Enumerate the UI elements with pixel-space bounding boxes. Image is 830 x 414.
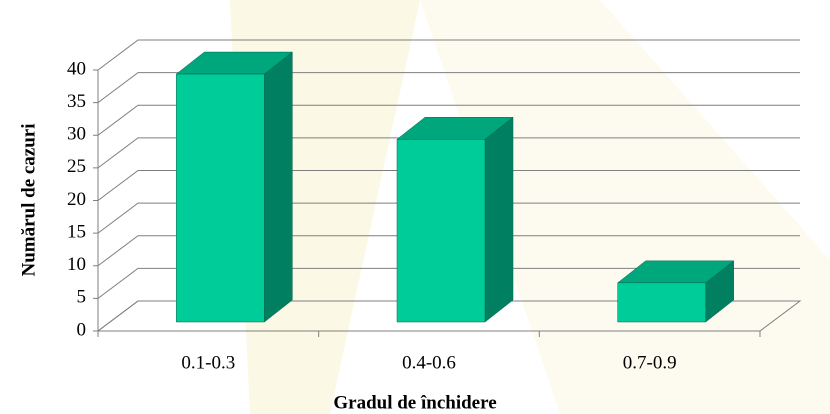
y-tick-label: 10 — [67, 254, 86, 275]
x-tick-label: 0.4-0.6 — [402, 352, 456, 373]
x-tick-label: 0.7-0.9 — [623, 352, 677, 373]
y-tick-label: 35 — [67, 91, 86, 112]
grid-line — [97, 300, 800, 332]
background — [230, 0, 830, 414]
bar-front — [617, 282, 706, 323]
y-tick-label: 40 — [67, 58, 86, 79]
x-axis-title: Gradul de închidere — [333, 392, 496, 413]
grid-line — [97, 202, 800, 234]
grid-line — [97, 72, 800, 104]
y-tick-label: 30 — [67, 124, 86, 145]
grid-line — [97, 39, 800, 71]
y-tick-label: 15 — [67, 221, 86, 242]
bar-side — [264, 51, 293, 323]
background-shape — [420, 0, 830, 414]
bar — [396, 116, 514, 323]
y-axis-title: Numărul de cazuri — [18, 123, 39, 276]
grid-line — [97, 267, 800, 299]
bar-front — [176, 73, 265, 323]
bar-side — [484, 116, 514, 323]
grid-line — [97, 235, 800, 267]
bar-front — [396, 139, 486, 323]
y-tick-label: 20 — [67, 189, 86, 210]
grid-line — [97, 137, 800, 169]
grid-line — [97, 170, 800, 201]
x-tick-label: 0.1-0.3 — [181, 352, 235, 373]
bar — [616, 260, 735, 323]
y-tick-label: 5 — [77, 287, 87, 308]
y-tick-label: 0 — [77, 319, 87, 340]
bar — [175, 51, 294, 323]
y-tick-label: 25 — [67, 156, 86, 177]
grid-line — [97, 104, 800, 136]
